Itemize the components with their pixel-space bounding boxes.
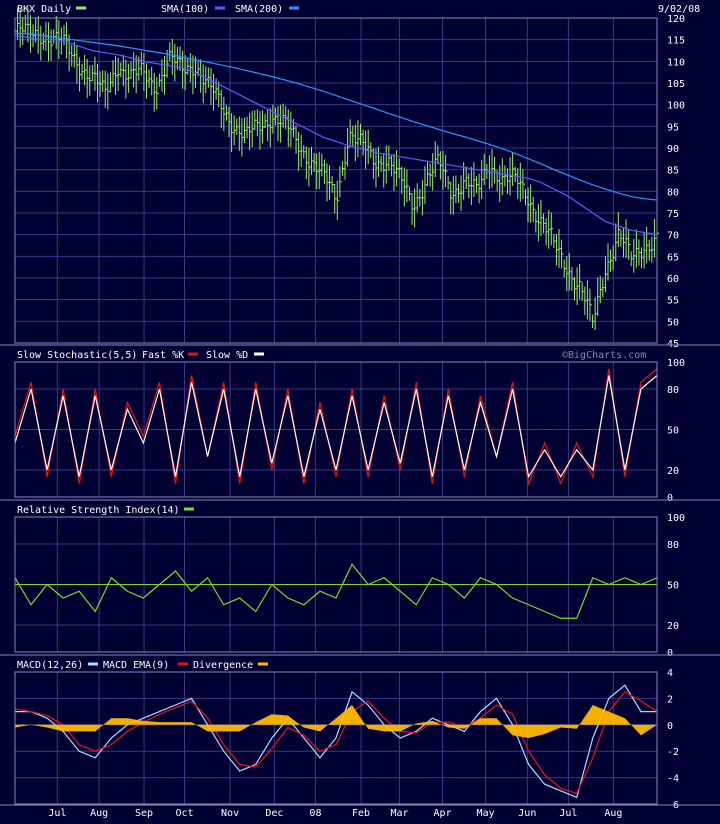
y-tick-label: 55 [667,296,679,307]
y-tick-label: 50 [667,317,679,328]
y-tick-label: 95 [667,122,679,133]
y-tick-label: 2 [667,694,673,705]
month-label: Oct [175,808,193,819]
chart-date: 9/02/08 [658,4,700,15]
sma100-legend-label: SMA(100) [161,4,209,15]
y-tick-label: 85 [667,166,679,177]
y-tick-label: -2 [667,747,679,758]
y-tick-label: 0 [667,493,673,504]
series-sma-200 [14,32,658,201]
y-tick-label: 0 [667,721,673,732]
stoch-legend-label: Slow Stochastic(5,5) [17,350,137,361]
y-tick-label: 50 [667,581,679,592]
series-rsi-14 [14,563,658,619]
panel-2: 0 20 50 80 100 [14,513,685,659]
series-bkx-daily [14,6,659,331]
month-label: May [477,808,495,819]
y-tick-label: 70 [667,231,679,242]
y-tick-label: 80 [667,540,679,551]
macd-legend-label: MACD(12,26) [17,660,83,671]
watermark: ©BigCharts.com [562,350,646,361]
month-label: Aug [604,808,622,819]
y-tick-label: -4 [667,774,679,785]
panel-frame [14,17,658,344]
month-label: Jul [48,808,66,819]
y-tick-label: 20 [667,621,679,632]
series-slow-d [14,375,658,479]
series-fast-k [14,368,658,486]
macd-ema-legend-label: MACD EMA(9) [103,660,169,671]
month-label: Sep [135,808,153,819]
month-label: Apr [434,808,452,819]
panel-frame [14,361,658,498]
y-tick-label: 90 [667,144,679,155]
y-tick-label: 65 [667,252,679,263]
month-axis: Jul Aug Sep Oct Nov Dec 08 Feb Mar Apr May Jun Jul Au… [48,808,622,819]
panels: 4550556065707580859095100105110115120020… [14,6,685,811]
y-tick-label: 4 [667,668,673,679]
y-tick-label: 100 [667,358,685,369]
rsi-legend-label: Relative Strength Index(14) [17,505,180,516]
y-tick-label: 110 [667,57,685,68]
y-tick-label: 80 [667,187,679,198]
month-label: Feb [352,808,370,819]
month-label: Aug [90,808,108,819]
series-divergence [15,705,657,738]
sma200-legend-label: SMA(200) [235,4,283,15]
panel-frame [14,671,658,805]
y-tick-label: 60 [667,274,679,285]
month-label: Mar [391,808,409,819]
divergence-legend-label: Divergence [193,660,253,671]
y-tick-label: 80 [667,385,679,396]
y-tick-label: 0 [667,648,673,659]
series-macd-ema-9 [14,691,658,795]
y-tick-label: 100 [667,513,685,524]
series-macd-12-26 [15,684,657,799]
panel-frame [14,516,658,653]
y-tick-label: 120 [667,14,685,25]
stoch-d-legend-label: Slow %D [206,350,248,361]
month-label: Jun [518,808,536,819]
y-tick-label: 100 [667,101,685,112]
month-label: Nov [221,808,239,819]
price-legend-label: BKX Daily [17,4,71,15]
month-label: Jul [559,808,577,819]
panel-1: 0 20 50 80 100 [14,358,685,504]
y-tick-label: 115 [667,36,685,47]
month-label: 08 [309,808,321,819]
stoch-k-legend-label: Fast %K [142,350,184,361]
y-tick-label: 105 [667,79,685,90]
series-sma-100 [14,34,658,236]
month-label: Dec [265,808,283,819]
y-tick-label: 75 [667,209,679,220]
y-tick-label: 20 [667,466,679,477]
y-tick-label: 50 [667,426,679,437]
